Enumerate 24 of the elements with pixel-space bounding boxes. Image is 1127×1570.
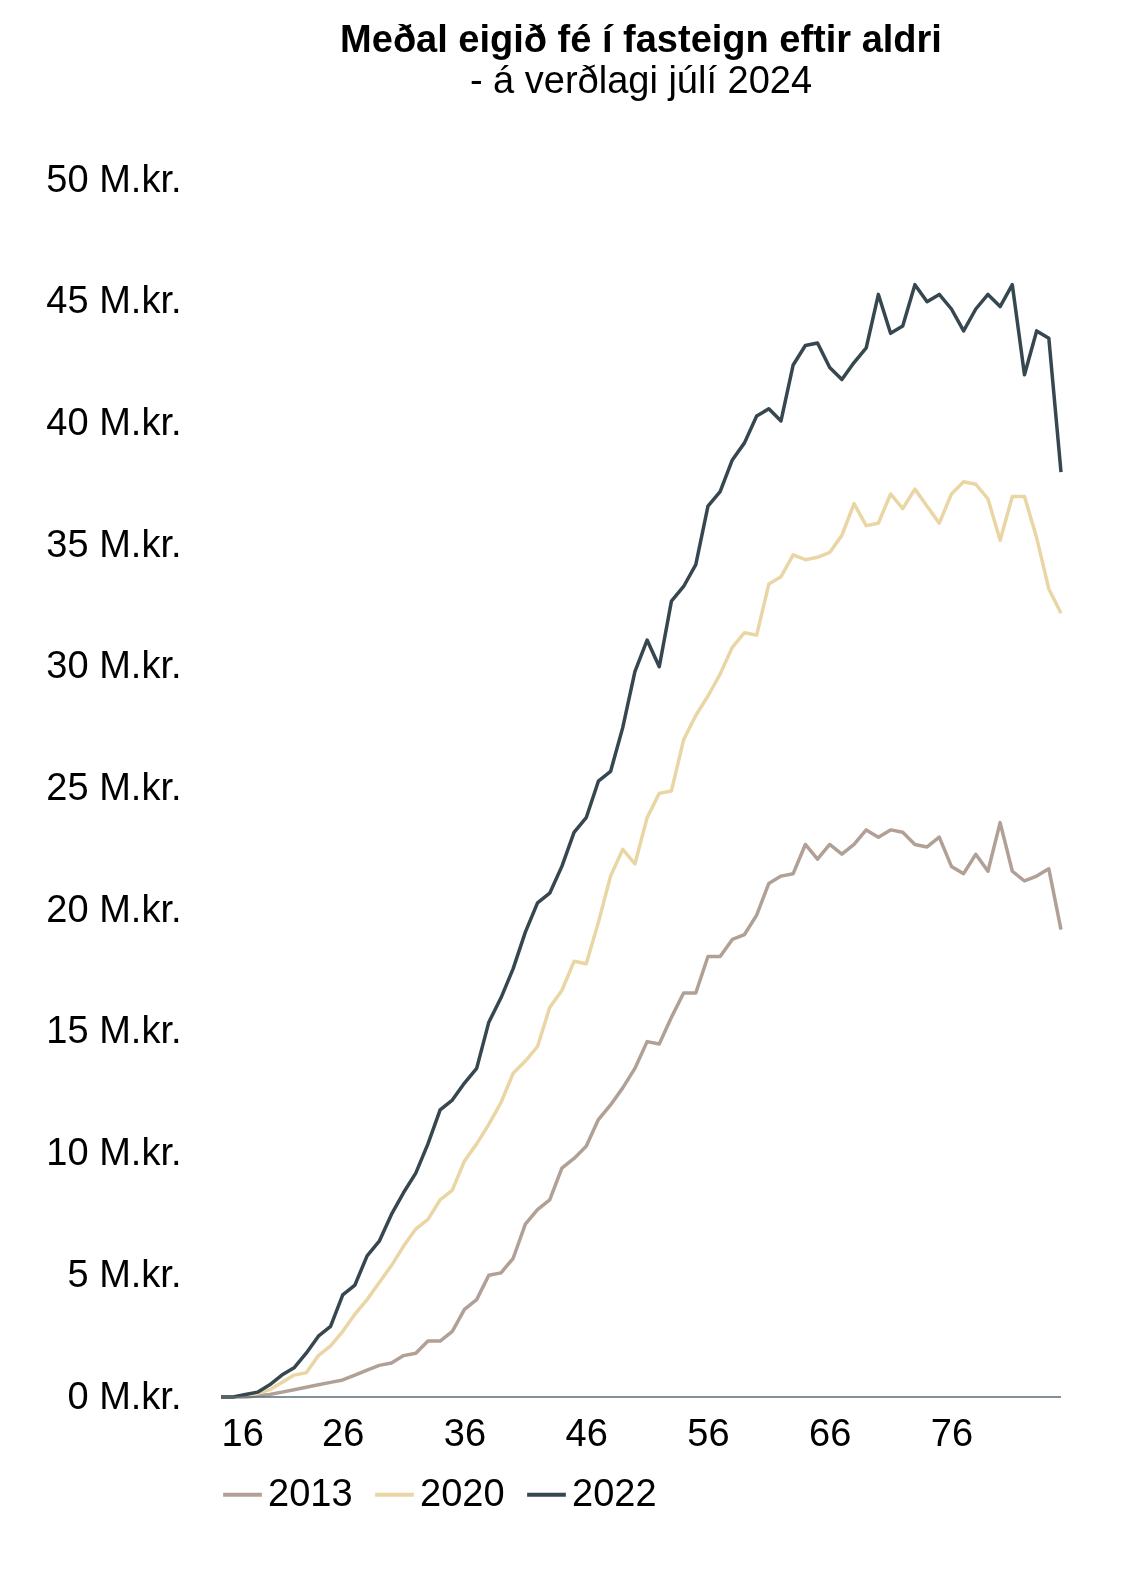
legend-label: 2013	[268, 1471, 353, 1514]
line-series	[219, 282, 1063, 1399]
y-tick-label: 50 M.kr.	[46, 157, 182, 200]
y-tick-label: 5 M.kr.	[67, 1252, 182, 1295]
y-tick-label: 0 M.kr.	[67, 1374, 182, 1417]
y-tick-label: 35 M.kr.	[46, 522, 182, 565]
x-tick-label: 56	[687, 1411, 730, 1454]
y-tick-label: 45 M.kr.	[46, 279, 182, 322]
x-tick-label: 16	[221, 1411, 264, 1454]
y-tick-label: 30 M.kr.	[46, 644, 182, 687]
chart-subtitle: - á verðlagi júlí 2024	[469, 59, 813, 101]
x-tick-label: 36	[443, 1411, 487, 1454]
legend-label: 2022	[572, 1471, 657, 1514]
legend-label: 2020	[420, 1471, 505, 1514]
y-tick-label: 25 M.kr.	[46, 766, 182, 808]
x-tick-label: 46	[565, 1411, 608, 1454]
x-tick-label: 76	[930, 1411, 974, 1454]
x-tick-label: 26	[322, 1411, 365, 1454]
x-tick-label: 66	[809, 1411, 852, 1454]
y-tick-label: 10 M.kr.	[46, 1131, 182, 1174]
chart-title: Meðal eigið fé í fasteign eftir aldri	[340, 18, 942, 60]
y-tick-label: 15 M.kr.	[46, 1009, 182, 1052]
y-tick-label: 40 M.kr.	[46, 400, 182, 443]
y-tick-label: 20 M.kr.	[46, 887, 182, 930]
